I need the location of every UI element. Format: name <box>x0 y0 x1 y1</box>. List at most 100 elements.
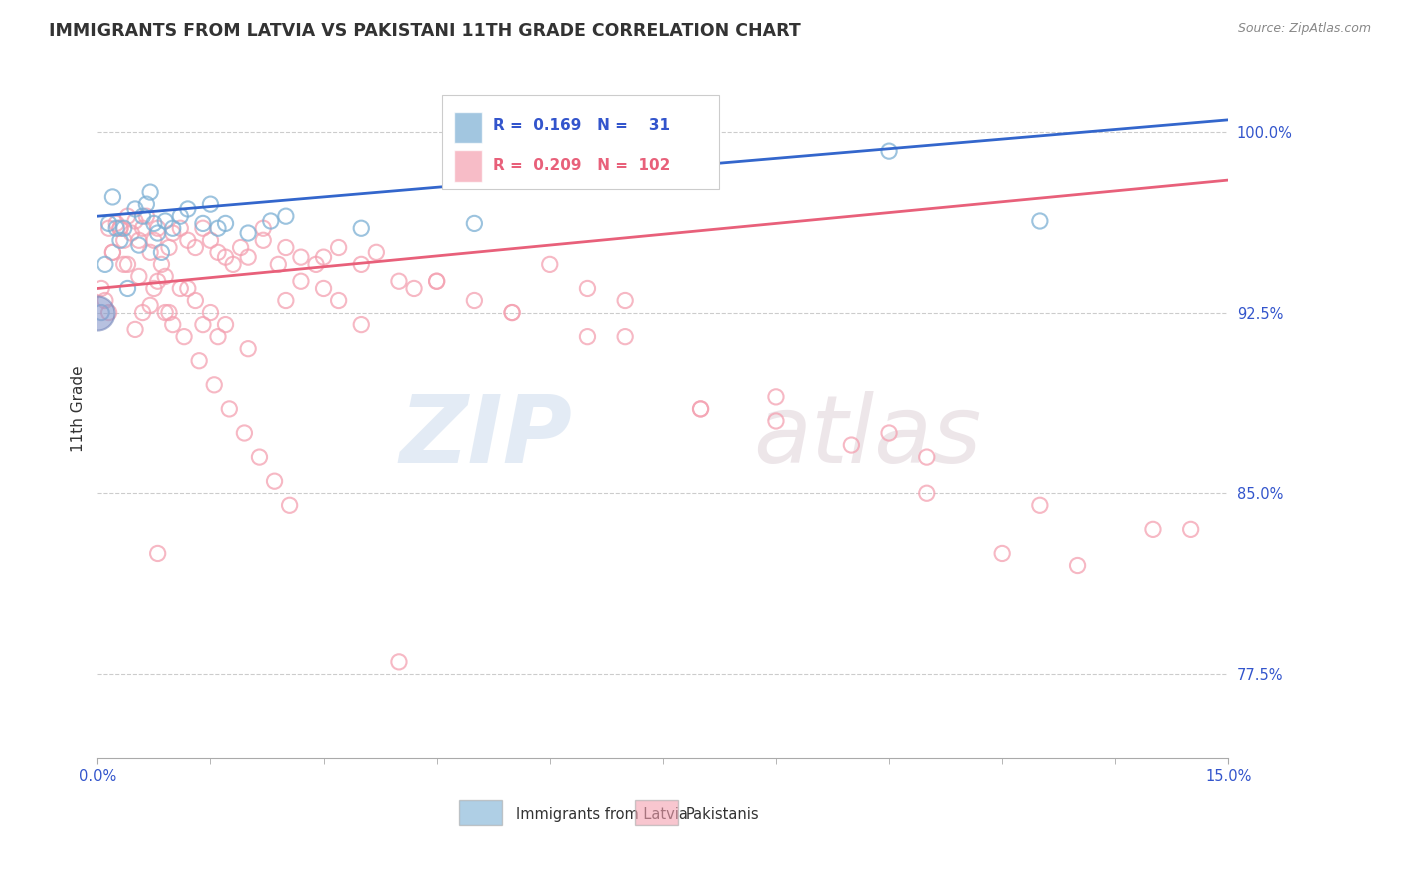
Point <box>426 274 449 288</box>
Point <box>101 245 124 260</box>
Point <box>184 240 207 254</box>
Point <box>124 214 146 228</box>
Point <box>101 190 124 204</box>
Point <box>162 318 184 332</box>
Point <box>155 214 177 228</box>
Point <box>200 197 222 211</box>
Point <box>501 305 523 319</box>
Point <box>841 438 863 452</box>
Point <box>463 293 485 308</box>
Point <box>233 425 256 440</box>
Point <box>614 329 637 343</box>
Point <box>765 414 787 428</box>
Point <box>350 318 373 332</box>
Text: Pakistanis: Pakistanis <box>686 806 759 822</box>
Point <box>388 274 411 288</box>
Point <box>576 281 599 295</box>
Point <box>177 202 200 216</box>
Point <box>131 221 153 235</box>
Point <box>576 329 599 343</box>
Point <box>124 322 146 336</box>
Point <box>162 226 184 240</box>
Point <box>139 185 162 199</box>
Point <box>90 281 112 295</box>
Point <box>135 197 157 211</box>
Point <box>162 221 184 235</box>
Point <box>915 486 938 500</box>
Point <box>101 245 124 260</box>
Point <box>108 221 131 235</box>
Point <box>214 318 236 332</box>
Text: atlas: atlas <box>754 392 981 483</box>
Point <box>538 257 561 271</box>
Point <box>366 245 388 260</box>
Point <box>252 233 274 247</box>
Point <box>267 257 290 271</box>
Point <box>117 281 139 295</box>
Point <box>214 216 236 230</box>
Point <box>157 240 180 254</box>
Point <box>142 233 165 247</box>
Text: R =  0.209   N =  102: R = 0.209 N = 102 <box>494 158 671 173</box>
Point <box>142 281 165 295</box>
Point <box>150 257 173 271</box>
Bar <box>460 800 502 824</box>
Point <box>157 305 180 319</box>
Point <box>146 546 169 560</box>
Point <box>328 293 350 308</box>
Point <box>177 281 200 295</box>
Text: Immigrants from Latvia: Immigrants from Latvia <box>516 806 688 822</box>
Point <box>207 329 229 343</box>
Point <box>402 281 425 295</box>
Point <box>146 221 169 235</box>
Bar <box>454 112 482 144</box>
Point <box>312 250 335 264</box>
Point <box>236 226 259 240</box>
Point <box>112 257 135 271</box>
Point <box>236 342 259 356</box>
Point <box>278 498 301 512</box>
Point <box>86 305 108 319</box>
Point <box>249 450 271 464</box>
Point <box>877 144 900 158</box>
Point <box>117 209 139 223</box>
Point <box>463 216 485 230</box>
Point <box>184 293 207 308</box>
Point <box>1029 214 1052 228</box>
Point <box>128 269 150 284</box>
Point <box>150 245 173 260</box>
Point <box>139 245 162 260</box>
Point <box>169 281 191 295</box>
Point <box>191 221 214 235</box>
Point <box>191 216 214 230</box>
Point <box>142 216 165 230</box>
Y-axis label: 11th Grade: 11th Grade <box>72 366 86 452</box>
Point <box>274 240 297 254</box>
Point <box>207 221 229 235</box>
Point <box>120 226 142 240</box>
Point <box>173 329 195 343</box>
Point <box>274 293 297 308</box>
Point <box>97 305 120 319</box>
Point <box>97 216 120 230</box>
Text: ZIP: ZIP <box>399 391 572 483</box>
Point <box>236 250 259 264</box>
Point <box>94 257 117 271</box>
Point <box>765 390 787 404</box>
Point <box>200 305 222 319</box>
Point <box>124 202 146 216</box>
Point <box>97 221 120 235</box>
Point <box>169 209 191 223</box>
Point <box>94 293 117 308</box>
Point <box>214 250 236 264</box>
Point <box>135 209 157 223</box>
Point <box>200 233 222 247</box>
Point <box>312 281 335 295</box>
Text: R =  0.169   N =    31: R = 0.169 N = 31 <box>494 119 671 134</box>
Point <box>128 233 150 247</box>
Point <box>305 257 328 271</box>
Point <box>207 245 229 260</box>
Point <box>105 216 128 230</box>
Point <box>426 274 449 288</box>
Point <box>117 257 139 271</box>
